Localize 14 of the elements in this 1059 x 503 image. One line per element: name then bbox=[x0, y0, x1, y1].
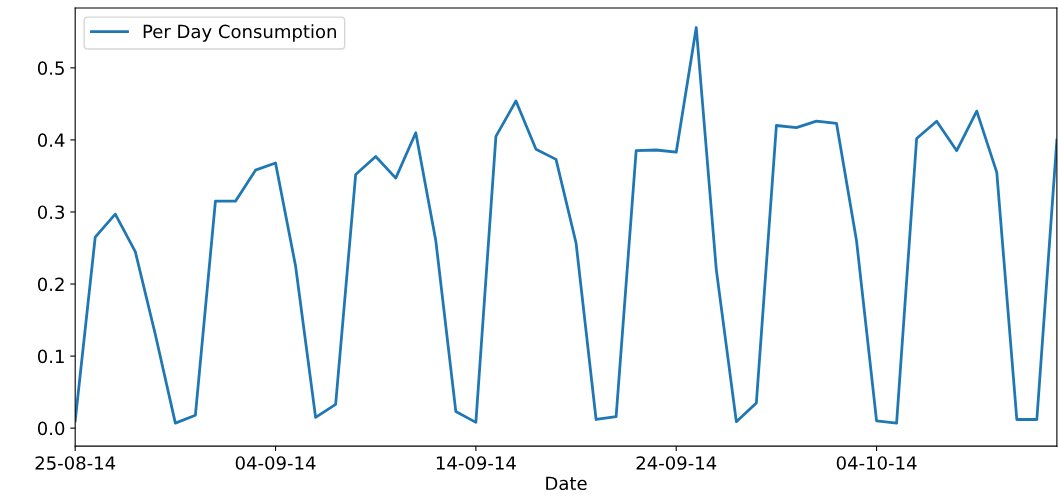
x-tick-label: 24-09-14 bbox=[636, 456, 717, 470]
y-tick-label: 0.4 bbox=[37, 133, 65, 148]
y-tick-label: 0.5 bbox=[37, 61, 64, 75]
y-tick-label: 0.2 bbox=[37, 277, 64, 292]
line-series bbox=[75, 26, 1057, 425]
y-tick-label: 0.1 bbox=[37, 349, 64, 364]
legend-label: Per Day Consumption bbox=[143, 24, 336, 42]
x-tick-label: 04-10-14 bbox=[836, 456, 917, 470]
x-tick-label: 14-09-14 bbox=[436, 456, 516, 470]
x-axis-title: Date bbox=[546, 476, 587, 491]
x-tick-label: 25-08-14 bbox=[35, 456, 116, 470]
y-tick-label: 0.0 bbox=[37, 421, 65, 436]
y-tick-label: 0.3 bbox=[37, 205, 65, 220]
x-tick-label: 04-09-14 bbox=[235, 456, 316, 470]
